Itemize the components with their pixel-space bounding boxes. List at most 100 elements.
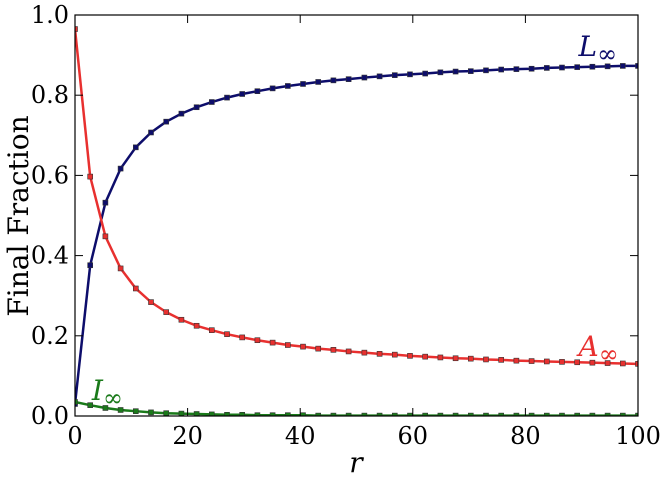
series-label-main: L (577, 30, 597, 63)
x-tick-label: 80 (510, 422, 541, 450)
data-point (361, 74, 368, 81)
data-point (315, 345, 322, 352)
data-point (102, 405, 109, 411)
data-point (178, 316, 185, 323)
series-a-group (75, 26, 638, 367)
data-point (285, 342, 291, 348)
series-label-main: A (575, 330, 598, 363)
data-point (148, 129, 154, 136)
data-point (330, 347, 337, 353)
data-point (407, 71, 413, 78)
data-point (117, 165, 124, 172)
data-point (239, 334, 246, 341)
x-tick-label: 60 (398, 422, 429, 450)
data-point (163, 118, 170, 125)
data-point (193, 411, 200, 416)
y-tick-label: 0.4 (31, 242, 69, 270)
series-label-sub: ∞ (597, 40, 617, 68)
data-point (87, 402, 94, 408)
data-point (422, 353, 428, 360)
data-point (376, 73, 383, 80)
series-line (75, 400, 638, 416)
data-point (133, 408, 139, 414)
data-point (163, 309, 170, 315)
data-point (209, 99, 215, 105)
series-label-sub: ∞ (599, 340, 619, 368)
data-point (75, 399, 78, 405)
series-layer (75, 26, 638, 416)
x-tick-label: 100 (615, 422, 661, 450)
data-point (300, 81, 306, 87)
data-point (254, 337, 261, 344)
data-point (498, 357, 504, 363)
series-label-i: I∞ (91, 374, 123, 412)
data-point (224, 411, 230, 416)
series-label-main: I (91, 374, 104, 407)
data-point (239, 91, 246, 97)
y-tick-label: 0.6 (31, 161, 69, 189)
data-point (467, 68, 474, 74)
series-i-group (75, 399, 638, 416)
data-point (345, 348, 352, 355)
data-point (102, 199, 109, 206)
data-point (117, 265, 124, 272)
ticks-layer: 0 20 40 60 80 100 0.0 0.2 0.4 0.6 0.8 1.0 (31, 1, 661, 450)
y-axis-label: Final Fraction (2, 115, 35, 316)
data-point (559, 359, 565, 365)
data-point (422, 70, 428, 77)
data-point (315, 79, 322, 85)
data-point (209, 327, 215, 333)
data-point (619, 360, 626, 367)
data-point (376, 351, 383, 357)
data-point (467, 355, 474, 362)
data-point (437, 354, 444, 361)
data-point (407, 353, 413, 359)
data-point (285, 412, 291, 416)
data-point (254, 412, 261, 416)
data-point (528, 65, 535, 72)
data-point (345, 76, 352, 82)
data-point (391, 351, 398, 358)
x-axis-label: r (349, 446, 364, 479)
data-point (589, 63, 596, 70)
data-point (133, 285, 139, 292)
data-point (224, 94, 230, 101)
data-point (543, 358, 550, 365)
x-tick-label: 20 (172, 422, 203, 450)
data-point (193, 104, 200, 111)
y-tick-label: 0.2 (31, 322, 69, 350)
data-point (574, 359, 580, 366)
series-label-a: A∞ (575, 330, 618, 368)
data-point (269, 85, 276, 92)
data-point (483, 356, 489, 363)
data-point (543, 65, 550, 71)
data-point (452, 68, 459, 75)
data-point (269, 412, 276, 416)
series-labels: L∞A∞I∞ (91, 30, 619, 412)
data-point (224, 331, 230, 337)
data-point (193, 322, 200, 329)
data-point (269, 339, 276, 346)
data-point (391, 72, 398, 78)
data-point (513, 357, 520, 364)
data-point (498, 66, 504, 73)
series-label-l: L∞ (577, 30, 617, 68)
data-point (635, 63, 638, 69)
data-point (604, 360, 611, 366)
data-point (178, 110, 185, 117)
data-point (87, 262, 94, 269)
data-point (619, 63, 626, 69)
data-point (300, 343, 306, 350)
series-label-sub: ∞ (103, 384, 123, 412)
data-point (133, 144, 139, 151)
data-point (178, 410, 185, 416)
data-point (75, 26, 78, 32)
data-point (452, 355, 459, 362)
data-point (437, 69, 444, 76)
data-point (330, 77, 337, 84)
x-tick-label: 40 (285, 422, 316, 450)
data-point (528, 358, 535, 364)
data-point (285, 83, 291, 89)
data-point (102, 233, 109, 240)
